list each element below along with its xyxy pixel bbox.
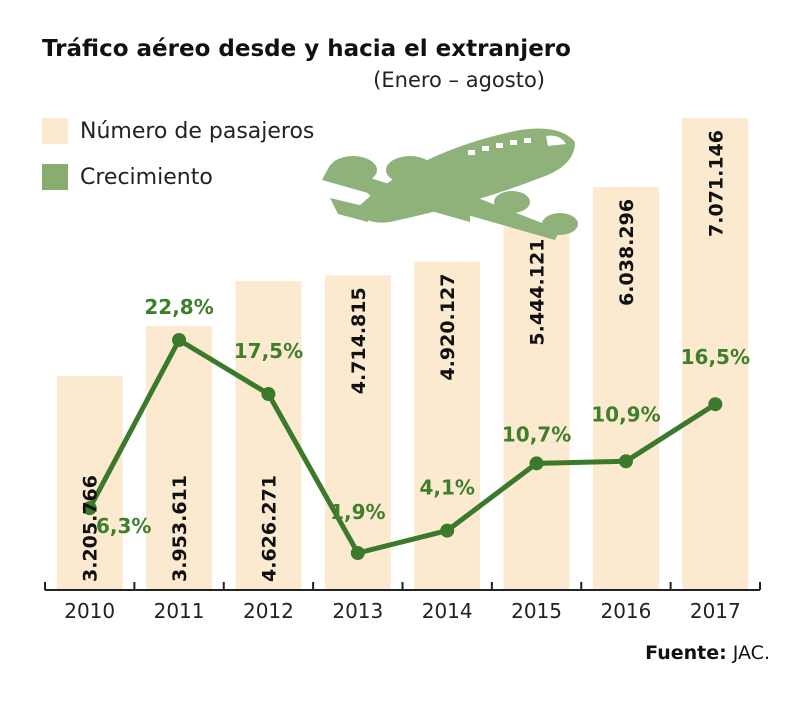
growth-label-2010: 6,3% [96,514,151,538]
bar-2017 [682,118,749,590]
growth-point-2012 [261,387,276,402]
chart-title: Tráfico aéreo desde y hacia el extranjer… [42,36,571,62]
growth-label-2014: 4,1% [419,476,474,500]
legend-label-crecimiento: Crecimiento [80,164,213,190]
x-tick-label-2012: 2012 [243,599,294,623]
source-note: Fuente: JAC. [645,642,770,664]
bar-value-label-2013: 4.714.815 [348,287,370,394]
legend-swatch-pasajeros [42,118,68,144]
growth-point-2011 [172,333,187,347]
airplane-icon [322,128,578,240]
chart-subtitle: (Enero – agosto) [373,68,545,92]
growth-label-2012: 17,5% [234,339,303,363]
bar-value-label-2014: 4.920.127 [437,274,459,381]
labels-layer: 3.205.766 3.953.611 4.626.271 4.714.815 4.92… [80,130,750,582]
x-tick-label-2017: 2017 [690,599,741,623]
axis-layer: 2010 2011 2012 2013 2014 2015 2016 2017 [44,582,761,623]
growth-label-2011: 22,8% [144,295,213,319]
growth-point-2014 [440,523,455,538]
bar-value-label-2010: 3.205.766 [80,475,102,582]
source-label: Fuente: [645,642,727,664]
bar-value-label-2017: 7.071.146 [705,130,727,237]
growth-label-2017: 16,5% [681,345,750,369]
x-tick-label-2016: 2016 [600,599,651,623]
growth-label-2013: 1,9% [330,500,385,524]
bar-value-label-2011: 3.953.611 [169,475,191,582]
legend-swatch-crecimiento [42,164,68,190]
bars-layer [56,118,749,591]
growth-point-2010 [82,501,97,516]
x-tick-label-2010: 2010 [64,599,115,623]
legend-item-crecimiento: Crecimiento [42,164,213,190]
growth-label-2016: 10,9% [591,402,660,426]
growth-line [87,337,717,556]
line-layer [82,333,723,560]
growth-point-2015 [529,456,544,471]
growth-label-2015: 10,7% [502,422,571,446]
source-value: JAC. [732,642,770,664]
bar-2015 [503,226,570,590]
bar-value-label-2012: 4.626.271 [258,475,280,582]
growth-point-2017 [708,397,723,412]
growth-point-2016 [618,454,633,469]
x-tick-label-2014: 2014 [422,599,473,623]
legend-label-pasajeros: Número de pasajeros [80,118,315,144]
bar-value-label-2015: 5.444.121 [527,239,549,346]
bar-value-label-2016: 6.038.296 [616,199,638,306]
x-tick-label-2015: 2015 [511,599,562,623]
bar-2010 [56,376,123,590]
bar-2011 [146,326,213,590]
bar-2016 [592,186,659,591]
growth-point-2013 [350,546,365,560]
x-tick-label-2011: 2011 [154,599,205,623]
bar-2013 [324,275,391,590]
legend-item-pasajeros: Número de pasajeros [42,118,314,144]
x-tick-label-2013: 2013 [332,599,383,623]
